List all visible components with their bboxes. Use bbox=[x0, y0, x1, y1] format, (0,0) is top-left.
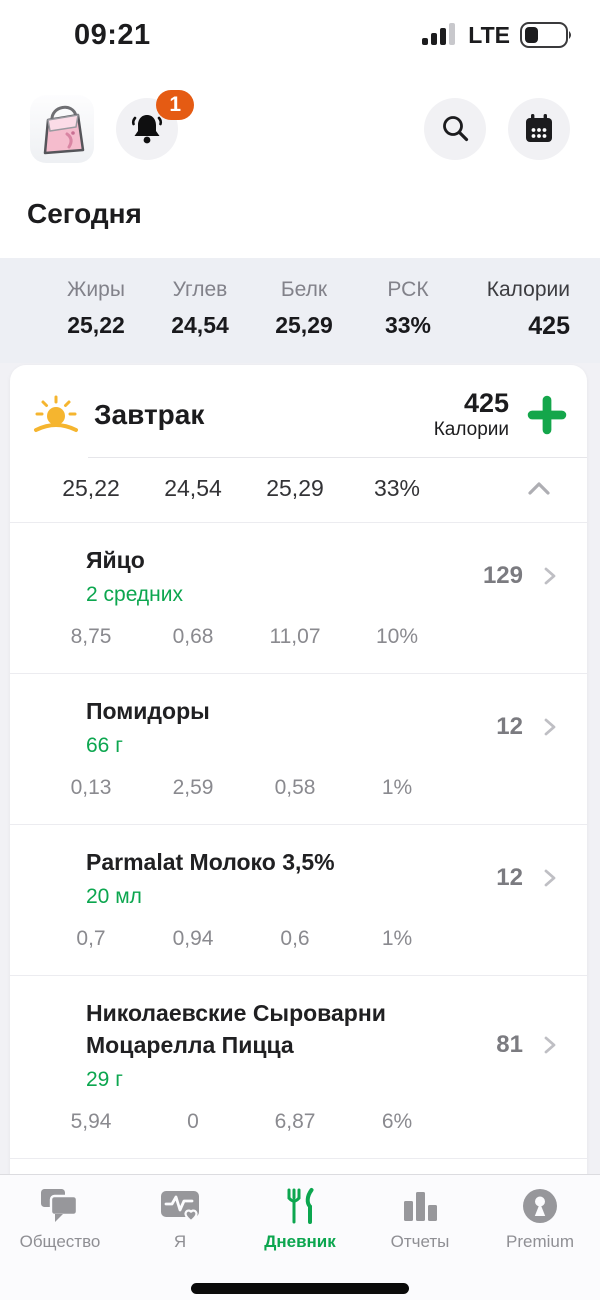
chevron-right-icon bbox=[539, 1032, 561, 1058]
summary-carbs: Углев 24,54 bbox=[171, 278, 229, 338]
search-button[interactable] bbox=[424, 98, 486, 160]
battery-icon bbox=[520, 22, 574, 48]
food-nutrients: 5,94 0 6,87 6% bbox=[70, 1109, 413, 1133]
takeout-box-icon bbox=[37, 100, 87, 158]
meal-calories-label: Калории bbox=[433, 419, 509, 441]
signal-strength-icon bbox=[422, 23, 458, 47]
food-item-tomatoes[interactable]: Помидоры 66 г 12 0,13 2,59 0,58 1% bbox=[10, 673, 587, 824]
food-item-egg[interactable]: Яйцо 2 средних 129 8,75 0,68 11,07 10% bbox=[10, 522, 587, 673]
meal-total-fat: 25,22 bbox=[62, 475, 120, 502]
food-calories: 129 bbox=[482, 562, 523, 590]
status-bar: 09:21 LTE bbox=[0, 0, 600, 70]
food-portion: 2 средних bbox=[86, 583, 183, 607]
food-item-milk[interactable]: Parmalat Молоко 3,5% 20 мл 12 0,7 0,94 0… bbox=[10, 824, 587, 975]
calendar-button[interactable] bbox=[508, 98, 570, 160]
bell-icon bbox=[129, 111, 165, 147]
chevron-right-icon bbox=[539, 563, 561, 589]
meal-header: Завтрак 425 Калории bbox=[10, 365, 587, 457]
bar-chart-icon bbox=[400, 1187, 440, 1225]
meal-total-carbs: 24,54 bbox=[164, 475, 222, 502]
plus-icon bbox=[527, 395, 567, 435]
nav-item-me[interactable]: Я bbox=[120, 1187, 240, 1252]
keyhole-icon bbox=[521, 1187, 559, 1225]
nav-item-diary[interactable]: Дневник bbox=[240, 1187, 360, 1252]
meal-total-protein: 25,29 bbox=[266, 475, 324, 502]
food-nutrients: 0,7 0,94 0,6 1% bbox=[76, 927, 413, 951]
summary-calories: Калории 425 bbox=[486, 278, 570, 340]
meal-total-rdi: 33% bbox=[373, 475, 421, 502]
summary-rdi: РСК 33% bbox=[384, 278, 432, 338]
food-portion: 66 г bbox=[86, 734, 123, 758]
meal-calories-block: 425 Калории bbox=[434, 389, 509, 441]
meal-title: Завтрак bbox=[94, 399, 205, 431]
breakfast-card: Завтрак 425 Калории 25,22 24,54 25,29 33… bbox=[10, 365, 587, 1300]
chat-bubbles-icon bbox=[39, 1187, 81, 1225]
chevron-up-icon[interactable] bbox=[525, 479, 553, 499]
divider bbox=[88, 457, 587, 459]
food-name: Помидоры bbox=[86, 698, 210, 725]
home-indicator[interactable] bbox=[191, 1283, 409, 1294]
meal-totals-row[interactable]: 25,22 24,54 25,29 33% bbox=[40, 458, 587, 522]
profile-avatar[interactable] bbox=[30, 95, 94, 163]
sunrise-icon bbox=[32, 394, 80, 436]
food-calories: 81 bbox=[496, 1031, 523, 1059]
notifications-button[interactable] bbox=[116, 98, 178, 160]
meal-calories-value: 425 bbox=[463, 388, 509, 418]
chevron-right-icon bbox=[539, 865, 561, 891]
summary-protein: Белк 25,29 bbox=[275, 278, 333, 338]
summary-fat: Жиры 25,22 bbox=[67, 278, 125, 338]
page-title: Сегодня bbox=[27, 198, 142, 229]
food-nutrients: 8,75 0,68 11,07 10% bbox=[70, 625, 419, 649]
calendar-icon bbox=[523, 113, 555, 145]
food-calories: 12 bbox=[496, 864, 523, 892]
nav-item-community[interactable]: Общество bbox=[0, 1187, 120, 1252]
search-icon bbox=[439, 113, 471, 145]
notification-count-badge: 1 bbox=[156, 90, 194, 120]
add-food-button[interactable] bbox=[525, 393, 569, 437]
food-nutrients: 0,13 2,59 0,58 1% bbox=[70, 776, 413, 800]
health-card-icon bbox=[158, 1187, 202, 1225]
daily-summary-bar: Жиры 25,22 Углев 24,54 Белк 25,29 РСК 33… bbox=[0, 258, 600, 363]
header-toolbar: 1 bbox=[0, 90, 600, 164]
food-item-mozzarella[interactable]: Николаевские Сыроварни Моцарелла Пицца 2… bbox=[10, 975, 587, 1157]
fork-knife-icon bbox=[281, 1187, 319, 1225]
food-name: Parmalat Молоко 3,5% bbox=[86, 849, 335, 876]
diary-content: Завтрак 425 Калории 25,22 24,54 25,29 33… bbox=[0, 363, 600, 1300]
network-type-label: LTE bbox=[468, 21, 510, 48]
nav-item-premium[interactable]: Premium bbox=[480, 1187, 600, 1252]
food-name: Николаевские Сыроварни Моцарелла Пицца bbox=[86, 1000, 386, 1058]
food-portion: 29 г bbox=[86, 1067, 123, 1091]
food-name: Яйцо bbox=[86, 547, 145, 574]
clock: 09:21 bbox=[74, 18, 151, 51]
food-calories: 12 bbox=[496, 713, 523, 741]
chevron-right-icon bbox=[539, 714, 561, 740]
nav-item-reports[interactable]: Отчеты bbox=[360, 1187, 480, 1252]
food-portion: 20 мл bbox=[86, 885, 142, 909]
bottom-nav: Общество Я bbox=[0, 1174, 600, 1300]
